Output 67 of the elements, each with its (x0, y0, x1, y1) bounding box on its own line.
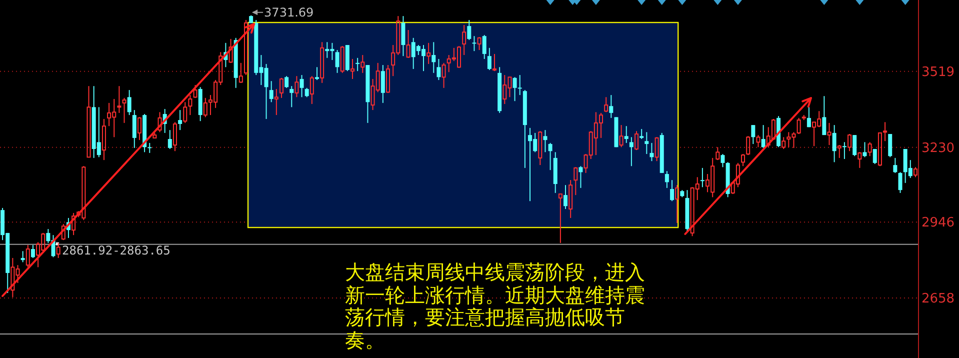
candlestick (20, 250, 25, 263)
candlestick (148, 142, 152, 154)
candlestick (314, 66, 319, 81)
candlestick (360, 54, 365, 74)
band-label: 2861.92-2863.65 (62, 243, 170, 258)
y-tick-label: 2658 (921, 291, 955, 306)
candlestick (401, 16, 406, 57)
candlestick (827, 122, 832, 146)
candlestick (269, 80, 274, 103)
candlestick (472, 36, 476, 52)
candlestick (168, 130, 172, 150)
candlestick (720, 153, 725, 168)
candlestick (426, 42, 431, 64)
candlestick (644, 132, 649, 154)
candlestick (482, 34, 486, 60)
y-tick-label: 3230 (921, 140, 955, 156)
candlestick (700, 167, 704, 188)
candlestick (624, 126, 628, 144)
candlestick (30, 244, 35, 258)
annotation: 3731.69 (264, 5, 314, 20)
candlestick (290, 86, 294, 108)
candlestick (117, 86, 122, 114)
candlestick (609, 94, 614, 118)
candlestick (670, 180, 674, 202)
candlestick (543, 130, 548, 153)
candlestick (467, 20, 472, 41)
candlestick (842, 142, 846, 160)
candlestick (350, 58, 354, 80)
candlestick (898, 172, 902, 194)
candlestick (300, 74, 304, 98)
candlestick (356, 57, 360, 72)
candlestick (564, 184, 568, 210)
candlestick (304, 87, 309, 98)
candlestick (274, 88, 278, 116)
candlestick (629, 136, 634, 167)
candlestick (462, 24, 466, 56)
candlestick (548, 142, 552, 171)
candlestick (822, 96, 826, 136)
candlestick (102, 118, 106, 161)
candlestick (806, 106, 811, 128)
candlestick (335, 50, 340, 74)
candlestick (872, 148, 877, 164)
candlestick (380, 64, 385, 104)
candlestick (751, 124, 756, 144)
candlestick (320, 42, 324, 84)
candlestick (436, 58, 441, 81)
candlestick (578, 166, 583, 188)
y-tick-label: 2946 (921, 216, 955, 231)
candlestick (127, 90, 132, 116)
candlestick (852, 134, 857, 157)
candlestick (132, 110, 136, 148)
candlestick (664, 170, 669, 188)
candlestick (888, 133, 892, 158)
candlestick (893, 157, 898, 174)
candlestick (883, 122, 888, 142)
y-tick-label: 3519 (921, 64, 955, 80)
candlestick (640, 128, 644, 140)
candlestick (761, 124, 766, 148)
annotation: 大盘结束周线中线震荡阶段，进入新一轮上涨行情。近期大盘维持震荡行情，要注意把握高抛低吸节奏。 (345, 261, 646, 352)
candlestick (284, 76, 289, 88)
candlestick (832, 124, 836, 163)
candlestick (178, 110, 182, 131)
candlestick (432, 42, 436, 74)
candlestick (862, 142, 867, 158)
candlestick (487, 47, 492, 71)
candlestick (650, 142, 654, 162)
candlestick (568, 180, 573, 218)
